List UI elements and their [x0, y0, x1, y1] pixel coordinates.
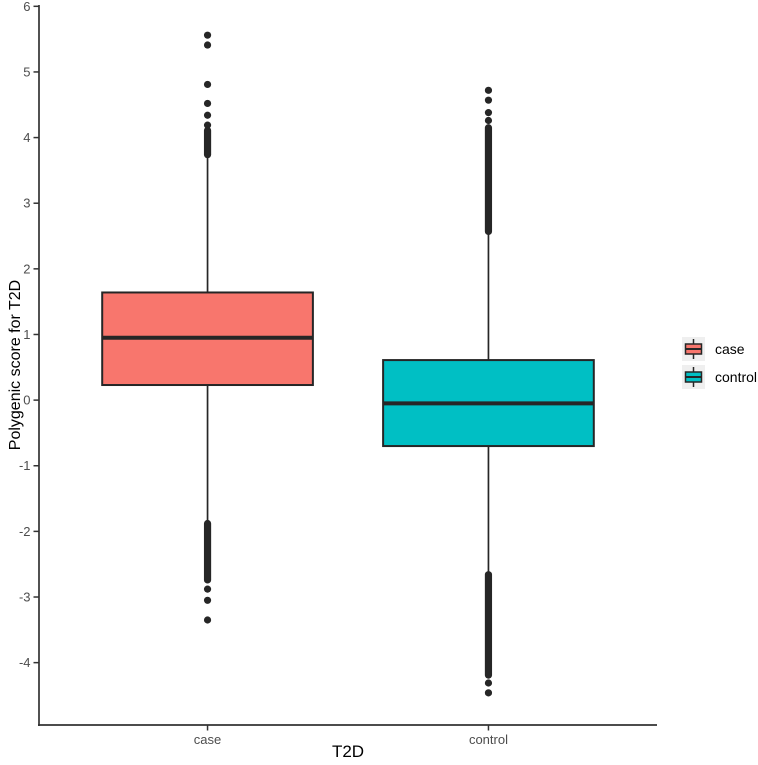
y-tick-label: 2 [23, 261, 30, 276]
legend-label: case [715, 341, 745, 357]
y-tick-label: -4 [19, 655, 31, 670]
y-tick-label: 6 [23, 0, 30, 14]
y-tick-label: -2 [19, 524, 31, 539]
outlier-point-control [484, 679, 493, 687]
legend-item-case: case [682, 337, 757, 361]
outlier-point-case [203, 31, 212, 39]
outlier-point-case [203, 121, 212, 129]
legend-item-control: control [682, 365, 757, 389]
outlier-point-control [484, 86, 493, 94]
y-axis-title: Polygenic score for T2D [7, 279, 24, 451]
outlier-point-case [203, 41, 212, 49]
outlier-point-case [203, 596, 212, 604]
legend-key-boxplot-icon [682, 337, 705, 361]
y-tick-label: -1 [19, 458, 31, 473]
x-tick-label-case: case [194, 732, 221, 747]
x-tick-label-control: control [469, 732, 508, 747]
y-tick-label: 5 [23, 64, 30, 79]
y-tick-label: 0 [23, 393, 30, 408]
legend: case control [682, 337, 757, 389]
y-tick-label: 3 [23, 196, 30, 211]
outlier-point-control [484, 96, 493, 104]
outlier-point-case [203, 585, 212, 593]
outlier-point-case [203, 80, 212, 89]
outlier-point-control [484, 689, 493, 697]
y-tick-label: 1 [23, 327, 30, 342]
x-axis-title: T2D [331, 742, 365, 761]
outlier-point-case [203, 616, 212, 624]
legend-label: control [715, 369, 758, 385]
y-tick-label: 4 [23, 130, 30, 145]
outlier-point-case [203, 111, 212, 119]
outlier-point-case [203, 99, 212, 108]
legend-key-boxplot-icon [682, 365, 705, 389]
y-tick-label: -3 [19, 590, 31, 605]
outlier-point-control [484, 109, 493, 117]
outlier-point-control [484, 116, 493, 125]
